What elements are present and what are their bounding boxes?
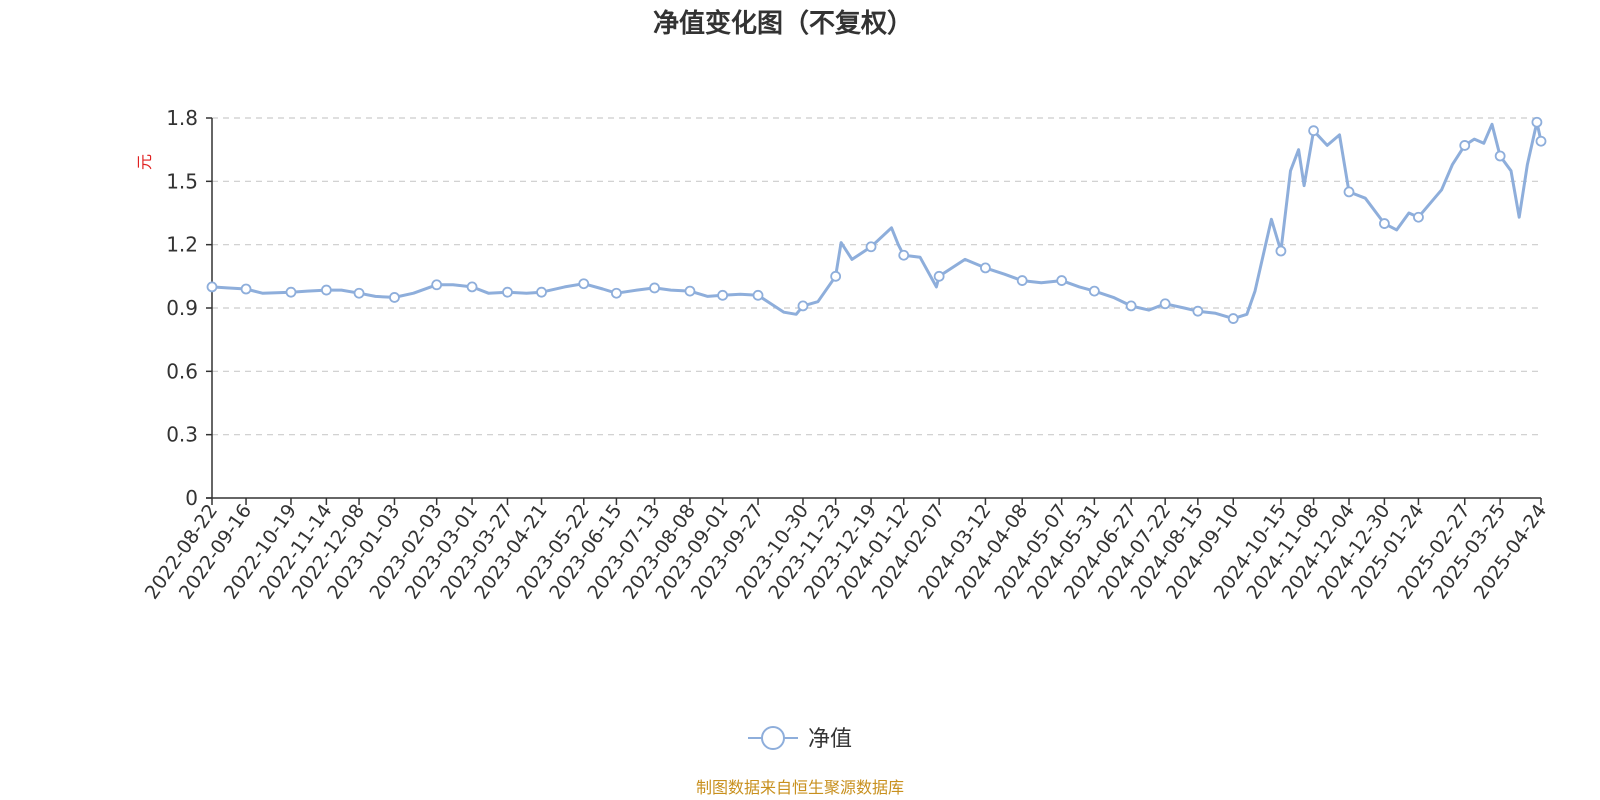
grid-lines [212,117,1541,436]
data-point-marker [1494,150,1506,162]
data-point-marker [933,270,945,282]
y-tick-label: 0 [185,486,198,510]
data-point-marker [1056,275,1068,286]
data-point-marker [536,286,547,298]
data-point-marker [980,262,991,274]
legend[interactable]: 净值 [748,726,852,752]
data-point-marker [285,286,297,298]
data-point-marker [1531,116,1543,128]
y-tick-label: 1.2 [166,233,198,257]
y-tick-label: 0.9 [166,296,198,320]
data-point-marker [1535,135,1547,147]
data-point-marker [240,283,252,295]
y-axis-unit-label: 元 [135,154,154,170]
legend-label: 净值 [808,727,852,752]
data-point-marker [865,241,877,253]
data-point-marker [466,281,478,293]
data-point-marker [1016,275,1028,286]
data-point-marker [502,286,513,298]
data-point-marker [752,289,764,301]
data-point-marker [1275,245,1287,257]
data-point-marker [320,284,332,296]
data-point-marker [1308,125,1319,137]
series-markers [206,116,1547,324]
x-axis-ticks: 2022-08-222022-09-162022-10-192022-11-14… [141,498,1551,603]
y-axis-ticks: 0 0.3 0.6 0.9 1.2 1.5 1.8 [166,106,212,510]
data-point-marker [611,287,622,299]
data-point-marker [431,279,443,291]
data-point-marker [898,249,910,261]
chart-title: 净值变化图（不复权） [653,8,913,39]
data-point-marker [1192,305,1204,317]
legend-marker-icon [761,726,785,750]
data-point-marker [578,278,590,290]
data-point-marker [797,300,809,312]
data-point-marker [1159,298,1171,310]
data-point-marker [1379,218,1390,229]
y-tick-label: 0.6 [166,359,198,383]
y-tick-label: 1.8 [166,106,198,130]
data-point-marker [717,289,729,301]
data-point-marker [1343,186,1355,198]
data-point-marker [830,270,842,282]
data-point-marker [1413,211,1424,223]
data-point-marker [206,281,218,293]
data-point-marker [1088,285,1100,297]
data-source-note: 制图数据来自恒生聚源数据库 [696,778,904,797]
y-tick-label: 0.3 [166,423,198,447]
y-tick-label: 1.5 [166,169,198,193]
series-line-nav [210,120,1543,321]
data-point-marker [389,292,400,303]
data-point-marker [649,282,660,294]
data-point-marker [353,287,365,299]
data-point-marker [1227,313,1239,324]
data-point-marker [684,285,696,297]
data-point-marker [1125,300,1137,312]
data-point-marker [1459,140,1471,151]
